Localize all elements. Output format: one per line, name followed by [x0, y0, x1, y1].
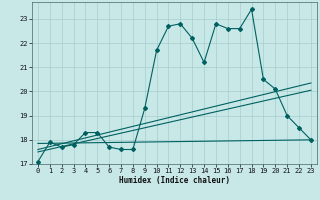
X-axis label: Humidex (Indice chaleur): Humidex (Indice chaleur) — [119, 176, 230, 185]
